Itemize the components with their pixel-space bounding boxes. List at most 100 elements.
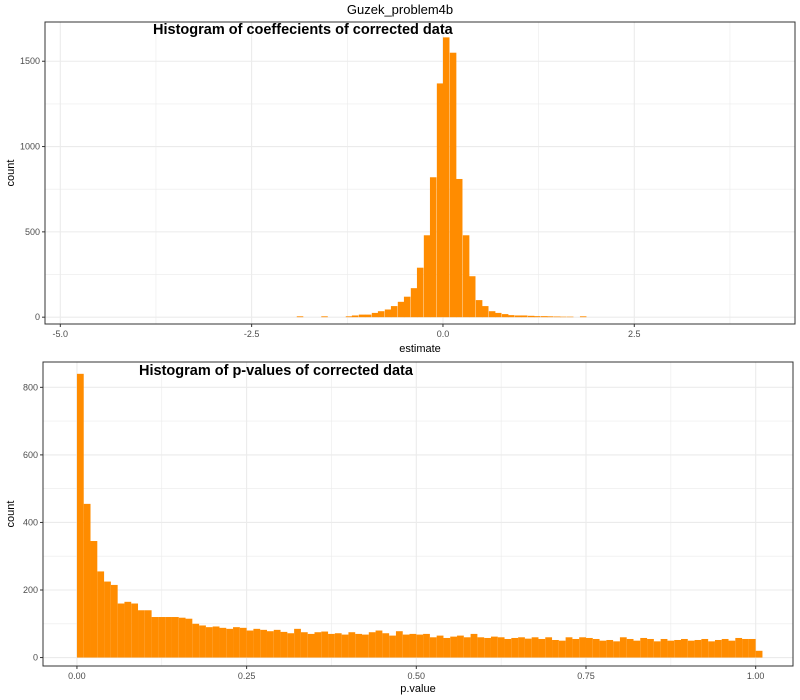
y-tick-label: 600 (23, 450, 38, 460)
histogram-bar (653, 641, 661, 658)
histogram-bar (294, 628, 301, 658)
histogram-bar (266, 631, 274, 658)
histogram-bar (681, 638, 688, 658)
histogram-bar (345, 316, 353, 318)
page-title: Guzek_problem4b (346, 2, 454, 17)
histogram-bar (566, 316, 574, 318)
histogram-bar (497, 637, 505, 658)
histogram-bar (436, 635, 444, 658)
histogram-bar (382, 633, 390, 658)
histogram-bar (416, 634, 424, 658)
histogram-bar (514, 315, 522, 318)
histogram-bar (455, 178, 463, 318)
histogram-bar (104, 581, 111, 658)
x-tick-label: 1.00 (747, 671, 765, 681)
histogram-bar (592, 638, 600, 658)
minor-gridlines (43, 362, 793, 666)
histogram-bar (701, 638, 709, 658)
histogram-bar (708, 641, 715, 658)
histogram-bar (735, 637, 743, 658)
histogram-bar (226, 628, 234, 658)
histogram-bar (470, 633, 478, 658)
plot-title: Histogram of p-values of corrected data (139, 363, 414, 379)
x-axis-title: p.value (400, 683, 435, 695)
pvalues-histogram-chart: 0.00 0.25 0.50 0.75 1.00 0 200 400 600 800 p.value… (5, 361, 794, 695)
histogram-bar (90, 541, 98, 658)
histogram-bar (475, 300, 483, 318)
histogram-bar (334, 633, 342, 658)
histogram-bar (144, 610, 152, 658)
histogram-bar (377, 311, 385, 318)
histogram-bar (728, 640, 736, 658)
histogram-bar (579, 316, 587, 318)
histogram-bar (508, 315, 515, 318)
x-tick-label: 0.75 (577, 671, 595, 681)
histogram-bar (371, 312, 379, 318)
histogram-bar (443, 637, 451, 658)
histogram-bar (314, 632, 322, 658)
histogram-bar (547, 316, 554, 318)
y-tick-label: 1500 (20, 56, 40, 66)
histogram-bar (321, 316, 328, 318)
histogram-bar (501, 314, 509, 318)
histogram-bar (495, 312, 502, 318)
y-tick-label: 1000 (20, 142, 40, 152)
histogram-bar (410, 288, 418, 318)
histogram-bar (572, 638, 580, 658)
y-tick-label: 800 (23, 382, 38, 392)
histogram-bar (246, 630, 254, 658)
histogram-bar (748, 638, 756, 658)
histogram-bar (558, 640, 566, 658)
histogram-bar (368, 632, 376, 658)
histogram-bar (742, 638, 749, 658)
histogram-bar (212, 626, 220, 658)
histogram-bar (660, 638, 668, 658)
histogram-bar (219, 627, 227, 658)
histogram-bar (178, 617, 186, 658)
histogram-bar (633, 640, 641, 658)
histogram-bar (384, 309, 392, 318)
histogram-bar (429, 177, 437, 318)
histogram-bar (280, 631, 288, 658)
histogram-bar (674, 639, 682, 658)
y-tick-label: 200 (23, 585, 38, 595)
histogram-bars (76, 373, 763, 658)
histogram-bar (429, 637, 437, 658)
histogram-bar (667, 640, 675, 658)
histogram-bar (355, 633, 363, 658)
histogram-bar (423, 633, 430, 658)
histogram-bar (351, 315, 359, 318)
histogram-bar (165, 617, 172, 658)
histogram-bar (606, 639, 614, 658)
coefficients-histogram-chart: -5.0 -2.5 0.0 2.5 0 500 1000 1500 estimate count H… (5, 21, 796, 355)
y-tick-label: 0 (33, 653, 38, 663)
histogram-bar (192, 623, 200, 658)
histogram-bar (273, 629, 281, 658)
x-tick-label: -2.5 (244, 329, 260, 339)
histogram-bar (403, 296, 411, 318)
histogram-bar (205, 627, 213, 658)
histogram-bar (124, 601, 132, 658)
histogram-bar (518, 637, 525, 658)
histogram-bar (76, 373, 84, 658)
histogram-bar (131, 603, 139, 658)
y-tick-label: 0 (35, 312, 40, 322)
histogram-bar (481, 306, 489, 318)
histogram-bar (397, 301, 405, 318)
histogram-bar (395, 631, 403, 658)
histogram-bar (534, 316, 541, 318)
histogram-bar (348, 632, 356, 658)
histogram-bar (545, 637, 553, 658)
y-axis-title: count (5, 501, 17, 528)
histogram-bar (553, 316, 561, 318)
y-axis: 0 200 400 600 800 (23, 382, 43, 663)
histogram-bar (233, 627, 240, 658)
x-tick-label: -5.0 (53, 329, 69, 339)
histogram-bar (436, 83, 444, 318)
x-tick-label: 2.5 (628, 329, 641, 339)
panel-border (42, 361, 794, 667)
histogram-bar (488, 311, 496, 318)
histogram-bar (409, 633, 417, 658)
histogram-bar (375, 630, 383, 658)
plot-panel (43, 362, 793, 666)
